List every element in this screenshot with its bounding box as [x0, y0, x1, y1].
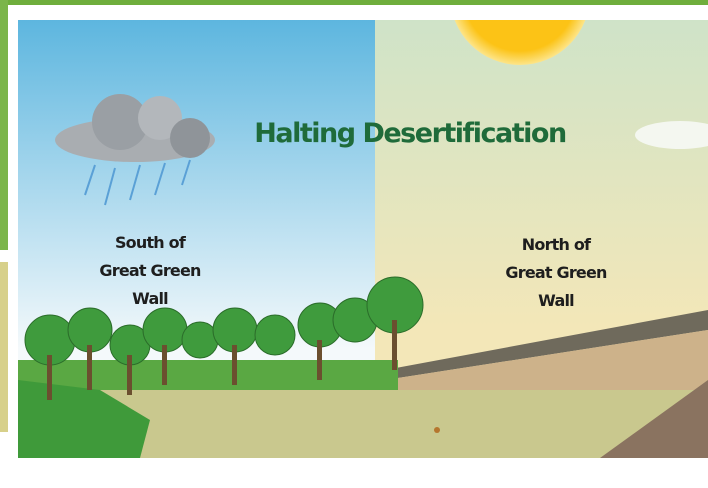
left-border [0, 0, 8, 250]
north-label-line: North of [522, 235, 592, 254]
south-label-line: Great Green [99, 261, 201, 280]
south-label-line: Wall [132, 289, 168, 308]
south-label-line: South of [115, 233, 187, 252]
top-border [0, 0, 708, 5]
illustration: Halting Desertification South of Great G… [0, 0, 708, 488]
north-label-line: Wall [538, 291, 574, 310]
page: Halting Desertification South of Great G… [0, 0, 708, 488]
title: Halting Desertification [254, 118, 566, 149]
north-label-line: Great Green [505, 263, 607, 282]
left-border-lower [0, 262, 8, 432]
scene [18, 0, 708, 458]
seed [434, 427, 440, 433]
